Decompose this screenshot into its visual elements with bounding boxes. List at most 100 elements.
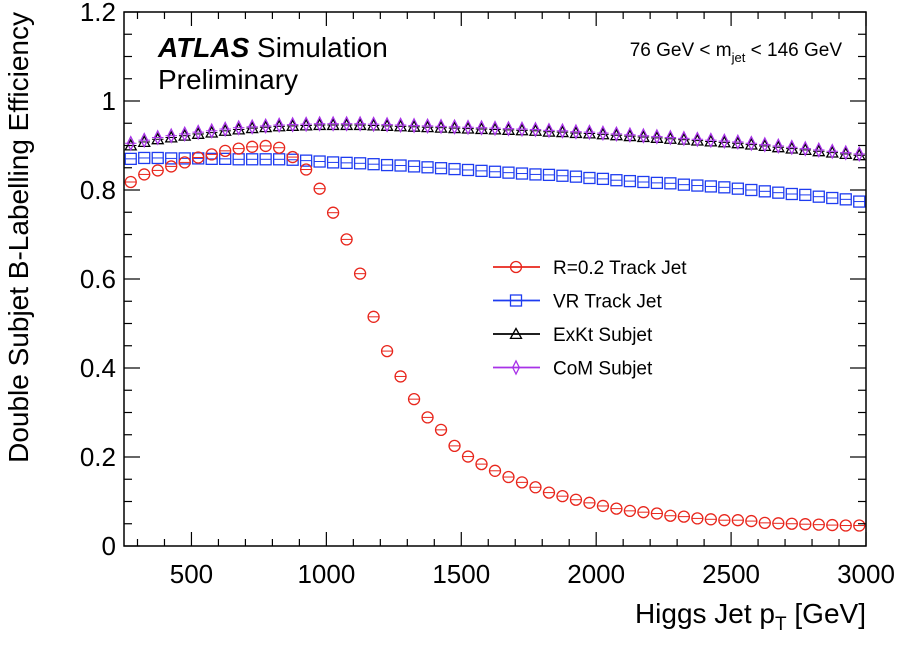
- y-tick-label: 0: [102, 531, 116, 561]
- x-axis-title: Higgs Jet pT [GeV]: [635, 598, 866, 635]
- data-point: [396, 116, 405, 134]
- data-point: [623, 504, 637, 517]
- data-point: [693, 131, 702, 148]
- data-point: [461, 450, 475, 463]
- series-square: [124, 151, 866, 208]
- data-point: [839, 193, 852, 206]
- x-tick-label: 3000: [837, 559, 895, 589]
- data-point: [313, 182, 326, 195]
- legend-item: VR Track Jet: [493, 292, 662, 313]
- data-point: [299, 163, 313, 176]
- preliminary-label: Preliminary: [158, 64, 298, 95]
- data-point: [461, 163, 475, 177]
- data-point: [677, 510, 691, 523]
- data-point: [248, 118, 257, 135]
- data-point: [504, 120, 513, 137]
- data-point: [610, 174, 623, 187]
- data-point: [812, 190, 825, 203]
- data-point: [407, 392, 421, 406]
- data-point: [664, 509, 677, 522]
- data-point: [664, 177, 677, 190]
- data-point: [394, 159, 407, 172]
- x-tick-label: 1000: [297, 559, 355, 589]
- data-point: [704, 513, 718, 526]
- data-point: [502, 166, 515, 179]
- data-marks: [124, 115, 866, 532]
- legend-label: R=0.2 Track Jet: [553, 258, 687, 279]
- data-point: [302, 116, 311, 133]
- data-point: [704, 180, 718, 193]
- legend-marker: [511, 359, 521, 376]
- data-point: [666, 129, 675, 146]
- data-point: [731, 182, 744, 195]
- x-tick-label: 2000: [567, 559, 625, 589]
- data-point: [691, 179, 704, 192]
- data-point: [194, 124, 203, 141]
- data-point: [475, 164, 488, 178]
- data-point: [151, 151, 164, 165]
- data-point: [691, 512, 704, 525]
- axes: 500 1000 1500 2000 2500 3000 0 0.2 0.4 0.6 0.8 1 1.2: [80, 0, 895, 589]
- data-point: [515, 167, 529, 180]
- data-point: [124, 152, 137, 166]
- data-point: [637, 506, 650, 519]
- data-point: [542, 168, 556, 182]
- data-point: [650, 507, 664, 520]
- data-point: [207, 122, 216, 139]
- mass-window-post: < 146 GeV: [745, 40, 842, 61]
- data-point: [124, 175, 137, 189]
- legend-label: CoM Subjet: [553, 359, 653, 380]
- data-point: [340, 233, 353, 246]
- data-point: [340, 156, 353, 170]
- atlas-label: ATLAS Simulation: [157, 32, 388, 63]
- data-point: [126, 135, 135, 152]
- data-point: [165, 160, 178, 173]
- data-point: [733, 133, 742, 150]
- data-point: [463, 119, 473, 136]
- data-point: [165, 152, 178, 165]
- data-point: [353, 267, 367, 280]
- data-point: [558, 122, 567, 139]
- x-tick-label: 1500: [432, 559, 490, 589]
- data-point: [232, 142, 245, 155]
- legend-marker: [509, 327, 523, 340]
- data-point: [758, 516, 771, 530]
- data-point: [585, 124, 594, 141]
- data-point: [812, 518, 825, 531]
- legend: R=0.2 Track Jet VR Track Jet ExKt Subjet Co…: [493, 258, 687, 380]
- legend-item: CoM Subjet: [493, 359, 653, 380]
- series-circle: [124, 139, 866, 532]
- data-point: [421, 161, 434, 174]
- data-point: [369, 116, 378, 133]
- atlas-label-suffix: Simulation: [249, 32, 388, 63]
- data-point: [679, 130, 688, 147]
- data-point: [745, 514, 758, 528]
- data-point: [515, 476, 529, 489]
- atlas-label-bold: ATLAS: [157, 32, 250, 63]
- data-point: [760, 136, 769, 153]
- data-point: [383, 116, 392, 133]
- data-point: [583, 171, 596, 185]
- data-point: [718, 514, 731, 527]
- series-diamond: [125, 115, 865, 163]
- data-point: [353, 157, 367, 170]
- data-point: [758, 185, 771, 198]
- data-point: [313, 155, 326, 168]
- data-point: [544, 122, 553, 139]
- data-point: [477, 119, 486, 136]
- data-point: [583, 496, 596, 509]
- data-point: [488, 165, 502, 178]
- data-point: [259, 153, 272, 166]
- data-point: [192, 151, 205, 164]
- legend-marker: [509, 294, 523, 307]
- data-point: [531, 121, 540, 138]
- data-point: [610, 502, 623, 515]
- legend-item: ExKt Subjet: [493, 325, 653, 346]
- data-point: [569, 170, 583, 183]
- data-point: [785, 187, 798, 201]
- data-point: [785, 517, 798, 530]
- data-point: [205, 152, 218, 166]
- data-point: [448, 439, 461, 453]
- data-point: [569, 493, 583, 506]
- data-point: [718, 181, 731, 194]
